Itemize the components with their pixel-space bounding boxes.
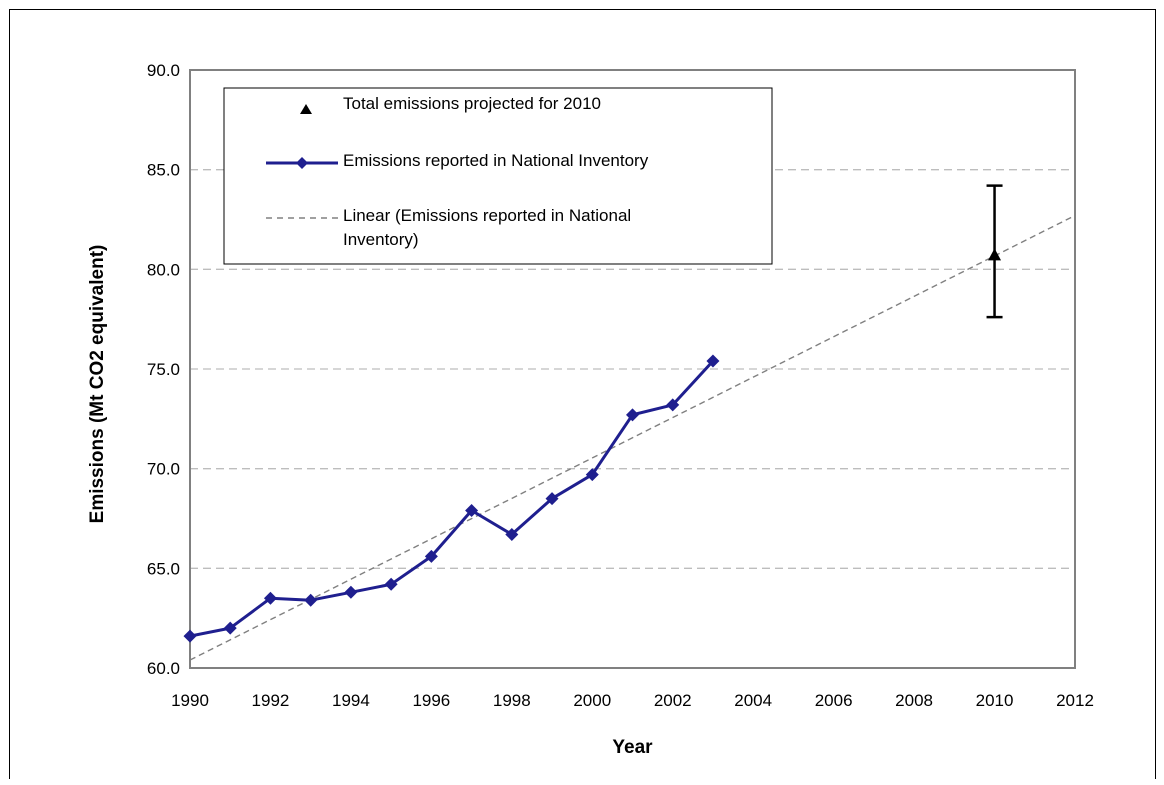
x-tick-label: 2004 [734,691,772,710]
x-tick-labels: 1990 1992 1994 1996 1998 2000 2002 2004 2006 2008… [171,691,1094,710]
legend-label-linear-line2: Inventory) [343,230,419,249]
data-point-marker [706,354,720,368]
data-point-marker [384,577,398,591]
x-tick-label: 1992 [252,691,290,710]
x-axis-title: Year [612,737,653,758]
series-line-inventory [189,359,715,638]
data-point-marker [304,593,318,607]
x-tick-label: 2010 [976,691,1014,710]
series-layer [183,354,720,643]
data-point-marker [424,549,438,563]
y-tick-label: 80.0 [147,260,180,279]
projection-triangle-marker [988,248,1002,261]
legend-diamond-marker [296,157,308,169]
x-tick-label: 1998 [493,691,531,710]
legend-label-inventory: Emissions reported in National Inventory [343,151,649,170]
legend-label-linear-line1: Linear (Emissions reported in National [343,206,631,225]
x-tick-label: 1990 [171,691,209,710]
projection-layer [986,184,1003,319]
y-tick-label: 70.0 [147,460,180,479]
data-point-marker [344,585,358,599]
legend-label-linear: Linear (Emissions reported in National In… [343,206,631,249]
data-point-marker [585,468,599,482]
x-tick-label: 2000 [573,691,611,710]
x-tick-label: 1994 [332,691,370,710]
plot-area [189,69,1076,669]
legend-item-inventory: Emissions reported in National Inventory [266,151,649,170]
y-tick-label: 65.0 [147,559,180,578]
data-point-marker [263,591,277,605]
x-tick-label: 1996 [412,691,450,710]
y-tick-label: 90.0 [147,61,180,80]
y-axis-title: Emissions (Mt CO2 equivalent) [87,245,108,524]
data-point-marker [183,629,197,643]
y-tick-label: 75.0 [147,360,180,379]
legend: Total emissions projected for 2010 Emiss… [223,87,773,265]
y-tick-labels: 60.0 65.0 70.0 75.0 80.0 85.0 90.0 [147,61,180,678]
legend-triangle-marker [300,104,312,114]
legend-label-projection: Total emissions projected for 2010 [343,94,601,113]
y-tick-label: 85.0 [147,161,180,180]
data-point-marker [465,504,479,518]
legend-box [223,87,773,265]
data-point-marker [666,398,680,412]
x-tick-label: 2008 [895,691,933,710]
x-tick-label: 2012 [1056,691,1094,710]
data-point-marker [223,621,237,635]
trendline-layer [189,214,1076,661]
data-point-marker [545,492,559,506]
legend-item-projection: Total emissions projected for 2010 [300,94,601,114]
x-tick-label: 2006 [815,691,853,710]
x-tick-label: 2002 [654,691,692,710]
trendline [189,214,1076,661]
data-point-marker [626,408,639,422]
y-tick-label: 60.0 [147,659,180,678]
data-point-marker [505,527,519,541]
legend-item-linear: Linear (Emissions reported in National In… [266,206,631,249]
